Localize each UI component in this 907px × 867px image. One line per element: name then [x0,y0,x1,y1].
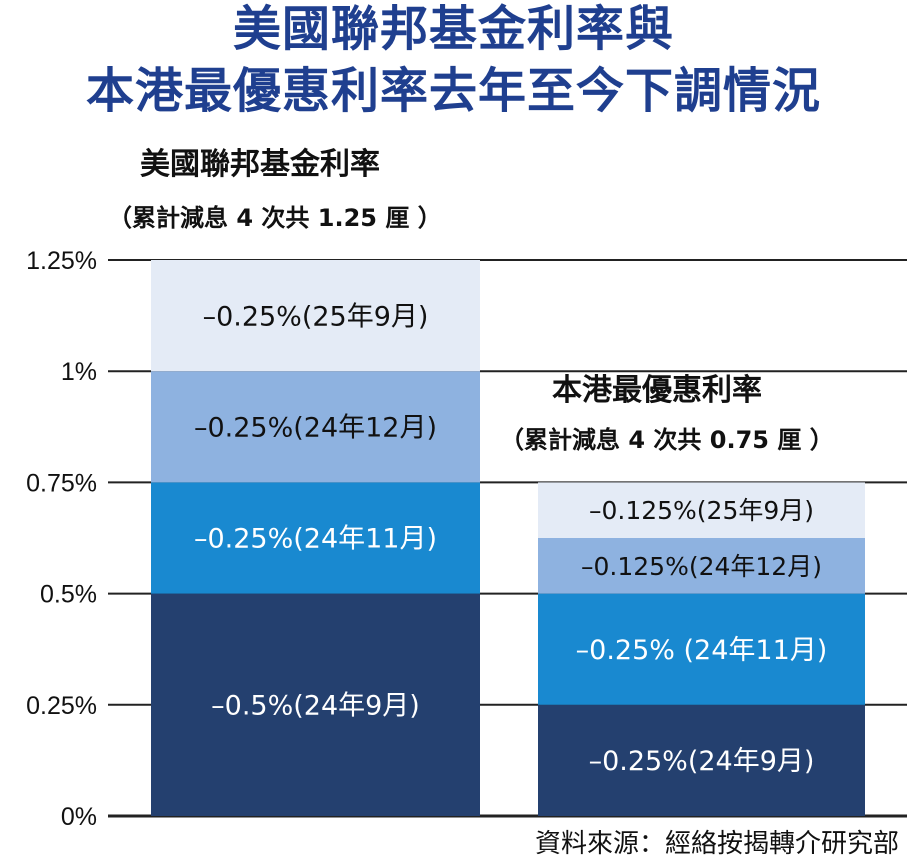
bar-segment [538,538,865,594]
bar2-name: 本港最優惠利率 [552,373,762,408]
segment-label: –0.125%(24年12月) [581,552,822,581]
bar-segment [151,593,480,816]
bar-segment [151,482,480,594]
segment-label: –0.25%(25年9月) [203,301,429,332]
y-tick-label: 0.75% [26,469,97,497]
bar-segment [538,704,865,816]
chart-title-line2: 本港最優惠利率去年至今下調情況 [85,63,821,119]
y-tick-label: 0.5% [40,581,97,609]
y-tick-label: 1.25% [26,247,97,275]
y-tick-label: 1% [61,358,97,386]
bar-segment [538,593,865,705]
source-note: 資料來源：經絡按揭轉介研究部 [534,829,899,859]
segment-label: –0.25%(24年11月) [194,524,437,555]
segment-label: –0.25%(24年9月) [589,746,815,777]
chart-title-line1: 美國聯邦基金利率與 [232,1,674,57]
bar-segment [151,371,480,483]
segment-label: –0.125%(25年9月) [589,496,814,525]
segment-label: –0.25% (24年11月) [576,635,828,666]
y-tick-label: 0.25% [26,692,97,720]
bar-segment [538,482,865,538]
segment-label: –0.25%(24年12月) [194,413,437,444]
bar1-note: （累計減息 4 次共 1.25 厘 ） [108,204,442,232]
bar2-note: （累計減息 4 次共 0.75 厘 ） [500,426,834,454]
y-tick-label: 0% [61,803,97,831]
segment-label: –0.5%(24年9月) [211,691,420,722]
bar-segment [151,260,480,372]
bar1-name: 美國聯邦基金利率 [140,147,380,182]
